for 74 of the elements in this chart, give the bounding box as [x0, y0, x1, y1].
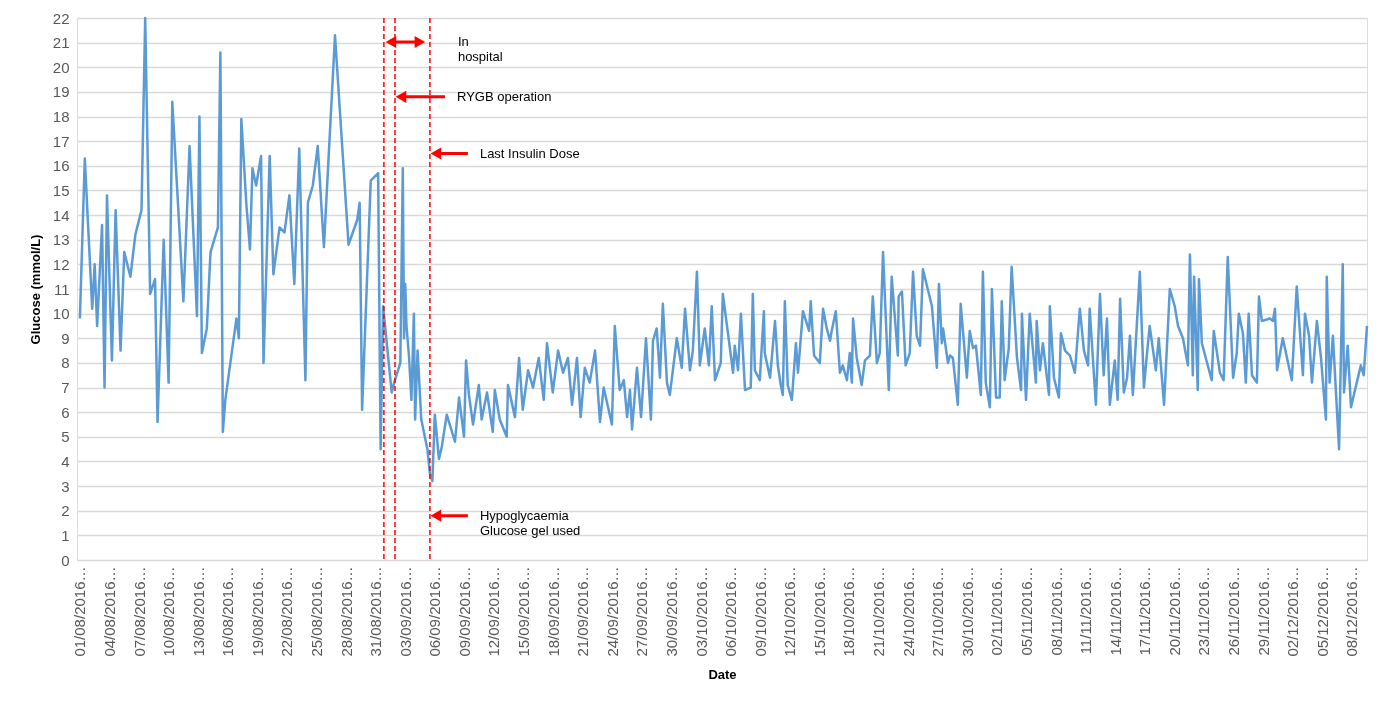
y-axis-title: Glucose (mmol/L) — [27, 234, 43, 345]
x-tick-label: 30/09/2016… — [662, 566, 680, 657]
x-tick-label: 06/10/2016… — [722, 566, 740, 657]
x-tick-label: 16/08/2016… — [219, 566, 237, 657]
x-tick-label: 20/11/2016… — [1165, 566, 1183, 656]
y-tick-label: 19 — [52, 83, 70, 101]
x-axis-title: Date — [708, 666, 737, 682]
y-tick-label: 8 — [61, 354, 70, 372]
y-tick-label: 4 — [61, 452, 70, 470]
x-tick-label: 28/08/2016… — [337, 566, 355, 657]
x-tick-label: 01/08/2016… — [71, 566, 89, 657]
x-tick-label: 24/09/2016… — [603, 566, 621, 657]
line-series — [78, 16, 1369, 483]
x-tick-label: 21/10/2016… — [870, 566, 888, 657]
x-tick-label: 02/12/2016… — [1284, 566, 1302, 657]
y-tick-label: 17 — [52, 132, 70, 150]
y-tick-label: 21 — [52, 34, 70, 52]
x-tick-label: 11/11/2016… — [1077, 566, 1095, 655]
x-tick-label: 10/08/2016… — [160, 566, 178, 657]
x-tick-label: 06/09/2016… — [426, 566, 444, 657]
annotation: Hypoglycaemia Glucose gel used — [479, 507, 581, 538]
x-tick-label: 17/11/2016… — [1136, 566, 1154, 656]
y-tick-label: 11 — [53, 280, 70, 298]
x-tick-label: 09/09/2016… — [455, 566, 473, 657]
y-tick-label: 16 — [52, 157, 70, 175]
x-tick-label: 14/11/2016… — [1106, 566, 1124, 656]
x-tick-label: 27/10/2016… — [929, 566, 947, 657]
x-tick-label: 18/09/2016… — [544, 566, 562, 657]
x-tick-label: 26/11/2016… — [1224, 566, 1242, 656]
y-tick-label: 0 — [61, 551, 70, 569]
x-tick-label: 04/08/2016… — [100, 566, 118, 657]
y-tick-label: 7 — [61, 379, 70, 397]
x-tick-label: 25/08/2016… — [308, 566, 326, 657]
y-tick-label: 18 — [52, 108, 70, 126]
x-tick-label: 21/09/2016… — [574, 566, 592, 657]
y-tick-label: 20 — [52, 58, 70, 76]
x-tick-label: 31/08/2016… — [367, 566, 385, 657]
y-tick-label: 13 — [52, 231, 70, 249]
y-tick-label: 2 — [61, 502, 70, 520]
y-tick-label: 5 — [61, 428, 70, 446]
y-tick-label: 15 — [52, 181, 70, 199]
x-tick-label: 02/11/2016… — [988, 566, 1006, 656]
x-tick-label: 29/11/2016… — [1254, 566, 1272, 656]
x-tick-label: 30/10/2016… — [958, 566, 976, 657]
x-tick-label: 23/11/2016… — [1195, 566, 1213, 656]
annotation: Last Insulin Dose — [479, 145, 580, 161]
x-tick-label: 18/10/2016… — [840, 566, 858, 657]
x-tick-label: 15/10/2016… — [810, 566, 828, 657]
x-tick-label: 12/10/2016… — [781, 566, 799, 657]
y-tick-label: 9 — [61, 329, 70, 347]
x-tick-label: 15/09/2016… — [515, 566, 533, 657]
x-tick-label: 22/08/2016… — [278, 566, 296, 657]
annotation: RYGB operation — [456, 88, 552, 104]
y-tick-label: 6 — [61, 403, 70, 421]
x-tick-label: 24/10/2016… — [899, 566, 917, 657]
x-tick-label: 27/09/2016… — [633, 566, 651, 657]
y-tick-label: 1 — [61, 526, 70, 544]
y-tick-label: 3 — [61, 477, 70, 495]
x-tick-label: 05/11/2016… — [1017, 566, 1035, 656]
y-tick-label: 22 — [52, 9, 70, 27]
x-tick-label: 19/08/2016… — [248, 566, 266, 657]
x-tick-label: 12/09/2016… — [485, 566, 503, 657]
x-tick-label: 13/08/2016… — [189, 566, 207, 657]
y-tick-label: 10 — [52, 305, 70, 323]
y-tick-label: 14 — [52, 206, 70, 224]
x-tick-label: 03/09/2016… — [396, 566, 414, 657]
x-tick-label: 05/12/2016… — [1313, 566, 1331, 657]
y-tick-label: 12 — [52, 255, 70, 273]
x-tick-label: 09/10/2016… — [751, 566, 769, 657]
annotation: In hospital — [457, 34, 503, 64]
x-tick-label: 08/12/2016… — [1343, 566, 1361, 657]
x-tick-label: 08/11/2016… — [1047, 566, 1065, 656]
x-tick-label: 03/10/2016… — [692, 566, 710, 657]
x-tick-label: 07/08/2016… — [130, 566, 148, 657]
